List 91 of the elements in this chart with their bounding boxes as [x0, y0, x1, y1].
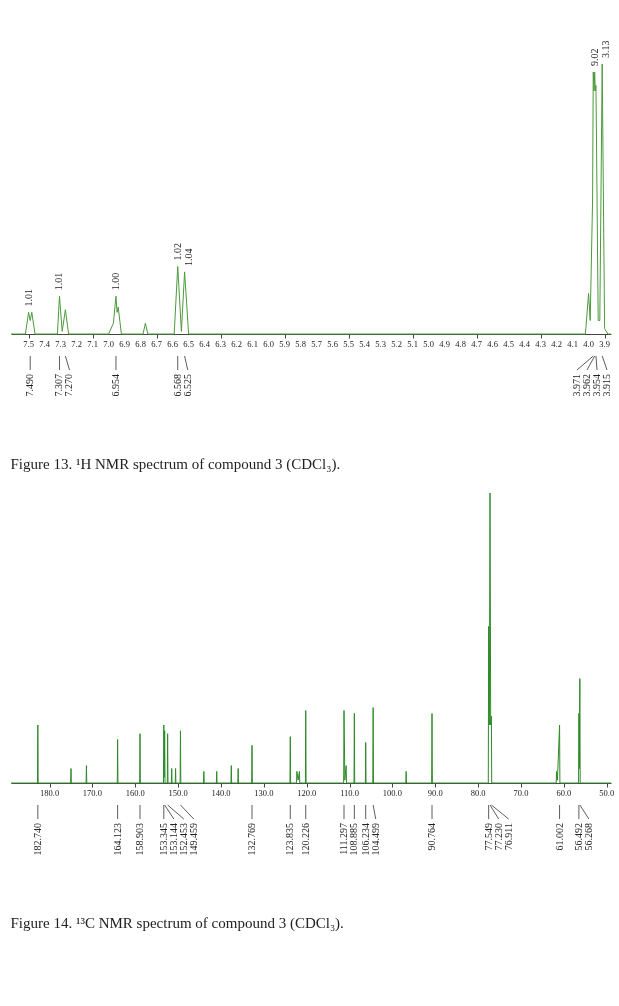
annotation: 90.764 — [426, 823, 438, 851]
annotation: 158.903 — [133, 823, 145, 856]
x-tick-label: 3.9 — [599, 339, 610, 349]
x-tick-label: 5.1 — [407, 339, 418, 349]
annotation: 120.226 — [299, 823, 311, 856]
annotation: 108.885 — [348, 823, 360, 856]
annotation: 153.144 — [167, 823, 179, 856]
x-tick-label: 4.6 — [487, 339, 498, 349]
x-tick-label: 5.6 — [327, 339, 338, 349]
annotation: 1.01 — [22, 288, 34, 307]
x-tick-label: 6.9 — [119, 339, 130, 349]
annotation: 6.954 — [109, 374, 121, 397]
annotation: 123.835 — [284, 823, 296, 856]
annotation: 104.499 — [369, 823, 381, 856]
annotation: 182.740 — [31, 823, 43, 856]
annotation: 3.954 — [591, 374, 602, 397]
annotation: 9.02 — [588, 48, 600, 67]
x-tick-label: 60.0 — [556, 788, 572, 798]
x-tick-label: 5.7 — [311, 339, 322, 349]
x-tick-label: 5.0 — [423, 339, 434, 349]
text: Figure 14. ¹³C NMR spectrum of compound 3 (CDCl₃). — [10, 914, 344, 932]
x-tick-label: 50.0 — [599, 788, 615, 798]
annotation: 56.492 — [572, 823, 584, 851]
annotation: 77.230 — [492, 823, 504, 851]
annotation: 3.962 — [581, 374, 592, 397]
x-tick-label: 4.2 — [551, 339, 562, 349]
x-tick-label: 4.8 — [455, 339, 466, 349]
x-tick-label: 150.0 — [168, 788, 188, 798]
annotation: 152.453 — [177, 823, 189, 856]
x-tick-label: 70.0 — [513, 788, 529, 798]
annotation: 1.02 — [171, 243, 183, 261]
x-tick-label: 170.0 — [82, 788, 102, 798]
x-tick-label: 5.5 — [343, 339, 354, 349]
x-tick-label: 180.0 — [40, 788, 60, 798]
x-tick-label: 120.0 — [297, 788, 317, 798]
annotation: 132.769 — [245, 823, 257, 856]
x-tick-label: 6.2 — [231, 339, 242, 349]
x-tick-label: 7.2 — [71, 339, 82, 349]
annotation: 6.525 — [181, 374, 193, 397]
x-tick-label: 140.0 — [211, 788, 231, 798]
annotation: 1.04 — [182, 248, 194, 266]
x-tick-label: 5.3 — [375, 339, 386, 349]
annotation: 7.307 — [53, 374, 65, 397]
x-tick-label: 4.5 — [503, 339, 514, 349]
x-tick-label: 6.0 — [263, 339, 274, 349]
x-tick-label: 4.1 — [567, 339, 578, 349]
x-tick-label: 4.3 — [535, 339, 546, 349]
x-tick-label: 7.0 — [103, 339, 114, 349]
annotation: 77.549 — [482, 823, 494, 851]
x-tick-label: 5.9 — [279, 339, 290, 349]
x-tick-label: 7.3 — [55, 339, 66, 349]
x-tick-label: 5.8 — [295, 339, 306, 349]
annotation: 153.345 — [157, 823, 169, 856]
x-tick-label: 4.7 — [471, 339, 482, 349]
x-tick-label: 5.4 — [359, 339, 371, 349]
annotation: 106.234 — [359, 823, 371, 856]
x-tick-label: 160.0 — [125, 788, 145, 798]
x-tick-label: 110.0 — [340, 788, 359, 798]
annotation: 111.297 — [338, 823, 350, 855]
annotation: 1.00 — [109, 272, 121, 291]
annotation: 1.01 — [53, 272, 65, 291]
x-tick-label: 7.1 — [87, 339, 98, 349]
annotation: 3.13 — [599, 40, 611, 58]
annotation: 7.270 — [63, 374, 75, 397]
x-tick-label: 7.4 — [39, 339, 51, 349]
x-tick-label: 6.1 — [247, 339, 258, 349]
x-tick-label: 90.0 — [427, 788, 443, 798]
annotation: 56.268 — [582, 823, 594, 851]
annotation: 76.911 — [502, 823, 514, 851]
x-tick-label: 130.0 — [254, 788, 274, 798]
x-tick-label: 6.4 — [199, 339, 211, 349]
annotation: 6.568 — [171, 374, 183, 397]
annotation: 7.490 — [24, 374, 36, 397]
x-tick-label: 5.2 — [391, 339, 402, 349]
x-tick-label: 4.4 — [519, 339, 531, 349]
x-tick-label: 80.0 — [470, 788, 486, 798]
x-tick-label: 4.0 — [583, 339, 594, 349]
x-tick-label: 7.5 — [23, 339, 34, 349]
x-tick-label: 6.6 — [167, 339, 178, 349]
x-tick-label: 100.0 — [382, 788, 402, 798]
annotation: 3.971 — [571, 374, 582, 397]
x-tick-label: 4.9 — [439, 339, 450, 349]
x-tick-label: 6.5 — [183, 339, 194, 349]
annotation: 149.459 — [187, 823, 199, 856]
x-tick-label: 6.7 — [151, 339, 162, 349]
annotation: 164.123 — [111, 823, 123, 856]
annotation: 61.002 — [553, 823, 565, 851]
x-tick-label: 6.3 — [215, 339, 226, 349]
text: Figure 13. ¹H NMR spectrum of compound 3 (CDCl₃). — [10, 455, 341, 473]
x-tick-label: 6.8 — [135, 339, 146, 349]
annotation: 3.915 — [601, 374, 612, 397]
